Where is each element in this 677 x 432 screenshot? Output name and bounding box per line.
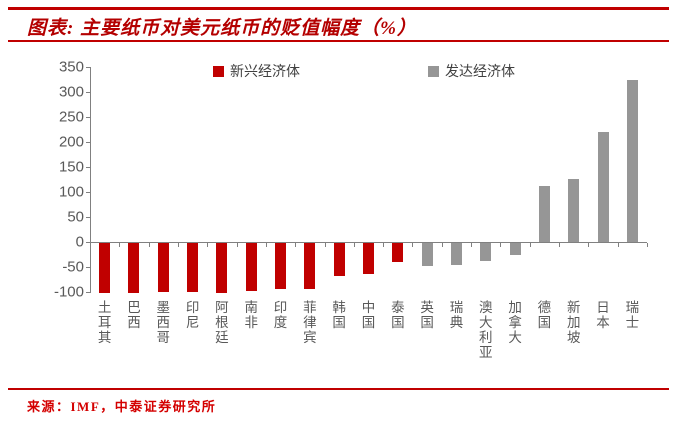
x-category-label: 菲律宾 <box>303 300 317 346</box>
bar-印度 <box>275 243 287 289</box>
y-axis-tick <box>86 92 90 93</box>
x-category-label: 阿根廷 <box>215 300 229 346</box>
x-axis-tick <box>295 243 297 247</box>
y-axis-tick <box>86 142 90 143</box>
x-category-label: 印尼 <box>185 300 200 331</box>
page-title: 图表: 主要纸币对美元纸币的贬值幅度（%） <box>27 18 417 39</box>
bar-菲律宾 <box>304 243 316 289</box>
x-category-label: 南非 <box>244 300 258 331</box>
bar-土耳其 <box>99 243 111 293</box>
x-axis-tick <box>236 243 238 247</box>
x-axis-line <box>90 242 647 243</box>
y-axis-tick <box>86 292 90 293</box>
x-category-label: 英国 <box>420 300 434 331</box>
x-axis-tick <box>647 243 648 247</box>
bottom-divider <box>8 388 669 390</box>
x-category-label: 土耳其 <box>97 300 112 346</box>
y-tick-label: 50 <box>67 208 84 226</box>
x-category-label: 墨西哥 <box>156 300 171 346</box>
x-axis-tick <box>207 243 209 247</box>
bar-新加坡 <box>568 178 580 242</box>
legend-item-emerging: 新兴经济体 <box>213 61 300 81</box>
top-divider <box>8 7 669 10</box>
bar-泰国 <box>392 243 404 262</box>
x-axis-tick <box>441 243 443 247</box>
bar-瑞士 <box>626 79 638 242</box>
y-tick-label: 200 <box>58 133 84 151</box>
bar-墨西哥 <box>157 243 169 292</box>
x-category-label: 韩国 <box>332 300 346 331</box>
legend-item-developed: 发达经济体 <box>428 61 515 81</box>
source-note: 来源：IMF，中泰证券研究所 <box>27 399 217 414</box>
bar-阿根廷 <box>216 243 228 293</box>
y-tick-label: 0 <box>75 233 84 251</box>
y-axis-tick <box>86 117 90 118</box>
x-axis-tick <box>353 243 355 247</box>
x-axis-tick <box>500 243 502 247</box>
bar-印尼 <box>187 243 199 292</box>
bar-德国 <box>538 186 550 242</box>
y-tick-label: 350 <box>58 58 84 76</box>
y-tick-label: 100 <box>58 183 84 201</box>
x-category-label: 中国 <box>361 300 376 331</box>
bar-韩国 <box>333 243 345 276</box>
x-category-label: 巴西 <box>127 300 141 331</box>
x-axis-tick <box>471 243 473 247</box>
bar-澳大利亚 <box>480 243 492 261</box>
x-axis-tick <box>383 243 385 247</box>
x-category-label: 瑞士 <box>625 300 640 331</box>
y-axis-tick <box>86 167 90 168</box>
y-tick-label: 300 <box>58 83 84 101</box>
y-tick-label: -100 <box>53 283 84 301</box>
bar-南非 <box>245 243 257 291</box>
y-axis-tick <box>86 267 90 268</box>
bar-日本 <box>597 132 609 242</box>
x-axis-tick <box>529 243 531 247</box>
x-category-label: 瑞典 <box>449 300 464 331</box>
x-category-label: 澳大利亚 <box>479 300 493 361</box>
x-axis-tick <box>265 243 267 247</box>
legend-label-developed: 发达经济体 <box>445 65 515 80</box>
y-tick-label: -50 <box>62 258 84 276</box>
developed-legend-swatch-icon <box>428 65 439 77</box>
x-axis-tick <box>90 243 91 247</box>
emerging-legend-swatch-icon <box>213 65 224 77</box>
legend-label-emerging: 新兴经济体 <box>230 65 300 80</box>
x-category-label: 泰国 <box>391 300 405 331</box>
x-axis-tick <box>324 243 326 247</box>
x-category-label: 新加坡 <box>566 300 581 346</box>
y-axis-line <box>90 67 91 293</box>
x-category-label: 日本 <box>596 300 610 331</box>
x-axis-tick <box>559 243 561 247</box>
bar-巴西 <box>128 243 140 293</box>
x-category-label: 印度 <box>273 300 288 331</box>
bar-瑞典 <box>450 243 462 265</box>
x-axis-tick <box>119 243 121 247</box>
y-tick-label: 250 <box>58 108 84 126</box>
x-category-label: 德国 <box>537 300 552 331</box>
y-axis-tick <box>86 67 90 68</box>
title-divider <box>8 40 669 42</box>
x-axis-tick <box>177 243 179 247</box>
x-axis-tick <box>617 243 619 247</box>
bar-中国 <box>363 243 374 274</box>
bar-英国 <box>421 243 433 266</box>
x-axis-tick <box>588 243 590 247</box>
x-category-label: 加拿大 <box>508 300 522 346</box>
y-tick-label: 150 <box>58 158 84 176</box>
y-axis-tick <box>86 217 90 218</box>
x-axis-tick <box>412 243 414 247</box>
y-axis-tick <box>86 192 90 193</box>
x-axis-tick <box>148 243 150 247</box>
y-axis-tick <box>86 242 90 243</box>
bar-加拿大 <box>509 243 521 255</box>
